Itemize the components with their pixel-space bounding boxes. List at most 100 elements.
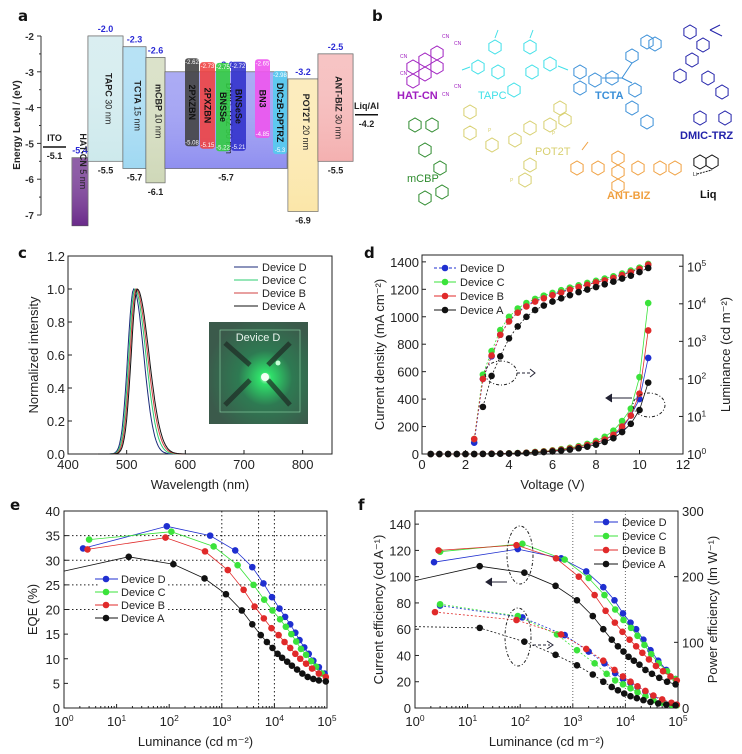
ring	[683, 24, 697, 40]
electrode	[266, 341, 292, 367]
ce-point	[667, 673, 674, 680]
legend-label: Device D	[460, 263, 505, 275]
ring	[406, 59, 420, 75]
l-point	[514, 323, 521, 330]
y-tick-label: 0.6	[47, 348, 65, 363]
y-tick-label: 35	[46, 529, 60, 544]
eqe-point	[307, 657, 315, 665]
l-point	[575, 283, 582, 291]
j-point	[514, 450, 521, 457]
eqe-point	[250, 581, 257, 589]
eqe-point	[268, 624, 275, 632]
ce-point	[521, 569, 528, 577]
pe-point	[521, 638, 528, 645]
y-tick-label: 60	[397, 622, 411, 637]
eqe-point	[288, 630, 295, 638]
inset-photo: Device D	[209, 322, 308, 424]
pe-point	[627, 678, 634, 686]
dopant-homo-label: -5.22	[216, 145, 230, 151]
pe-point	[599, 657, 607, 665]
ring	[693, 110, 707, 126]
eqe-point	[163, 522, 171, 530]
pe-point	[619, 681, 627, 688]
pe-point	[611, 677, 619, 684]
y-tick-label: 80	[397, 596, 411, 611]
y-axis-label: Current density (mA cm⁻²)	[372, 279, 387, 430]
j-point	[627, 412, 635, 419]
ring	[543, 56, 557, 72]
legend-label: Device C	[622, 531, 667, 543]
atom-label: CN	[442, 34, 450, 40]
l-point	[627, 272, 635, 280]
j-point	[592, 441, 600, 448]
y-tick-label: 140	[389, 517, 411, 532]
eqe-point	[293, 666, 301, 673]
y-tick-label: 20	[397, 675, 411, 690]
l-point	[479, 375, 487, 383]
substrate-outline	[219, 329, 301, 413]
eqe-point	[276, 605, 283, 612]
layer-mcbp: -2.6 -6.1 mCBP 10 nm	[145, 45, 166, 197]
ring	[718, 110, 732, 126]
j-point	[575, 444, 582, 452]
j-point	[540, 448, 548, 456]
legend-label: Device B	[121, 600, 165, 612]
legend-marker	[102, 575, 110, 583]
molecule-dmic-trz: DMIC-TRZ	[673, 24, 733, 142]
x-tick-label: 6	[549, 457, 556, 472]
j-point	[644, 379, 652, 386]
j-point	[566, 446, 574, 453]
x-axis-label: Voltage (V)	[520, 477, 584, 492]
legend-label: Device D	[622, 517, 667, 529]
ce-point	[476, 562, 484, 570]
x-tick-label: 102	[511, 713, 530, 729]
pe-point	[436, 600, 444, 608]
layer-shade	[146, 57, 165, 183]
y2-tick-label: 200	[682, 570, 704, 585]
ce-point	[641, 641, 648, 649]
legend-label: Device D	[262, 262, 307, 274]
spectrum-line-device-a	[97, 288, 244, 455]
pe-point	[476, 624, 484, 632]
y-tick-label: 800	[397, 337, 419, 352]
dopant-box	[273, 71, 287, 155]
x-tick-label: 105	[317, 713, 336, 729]
dopant-box	[185, 58, 199, 147]
y-tick-label: 40	[397, 648, 411, 663]
pe-point	[650, 692, 657, 699]
dopant-lumo-label: -2.65	[256, 61, 270, 67]
l-point	[505, 335, 513, 342]
ring	[488, 39, 502, 55]
dopant-name: 2PXZBN	[203, 88, 213, 124]
layer-shade	[123, 46, 146, 169]
eqe-point	[248, 620, 256, 628]
arrow-head	[485, 577, 493, 587]
y-tick-label: 20	[46, 603, 60, 618]
ce-point	[582, 568, 590, 575]
y2-axis-label: Power efficiency (lm W⁻¹)	[705, 536, 720, 683]
eqe-point	[231, 547, 239, 554]
l-point	[610, 278, 617, 285]
eqe-point	[286, 644, 294, 652]
eqe-point	[281, 613, 289, 621]
j-point	[644, 327, 652, 334]
l-point	[488, 372, 495, 380]
ring	[523, 39, 537, 55]
emitting-pixel	[261, 373, 269, 381]
dopant-box	[200, 62, 215, 149]
dopant-name: BNSSe	[218, 92, 228, 122]
layer-name: TAPC 30 nm	[104, 73, 114, 124]
j-point	[627, 420, 635, 428]
y-tick-label: 30	[46, 553, 60, 568]
layer-shade	[318, 53, 353, 162]
y-tick-label: 10	[46, 652, 60, 667]
legend-label: Device A	[262, 301, 306, 313]
annotation-ellipse	[506, 525, 534, 585]
l-point	[636, 268, 643, 276]
dopant-2pxzbn: -2.73 -5.15 2PXZBN	[200, 62, 215, 149]
ce-point	[430, 558, 438, 566]
y-tick-label: 1.0	[47, 282, 65, 297]
ce-point	[625, 653, 632, 661]
y-tick-label: 120	[389, 543, 411, 558]
dopant-2pxzbn: -2.62 -5.08 2PXZBN	[185, 58, 199, 147]
